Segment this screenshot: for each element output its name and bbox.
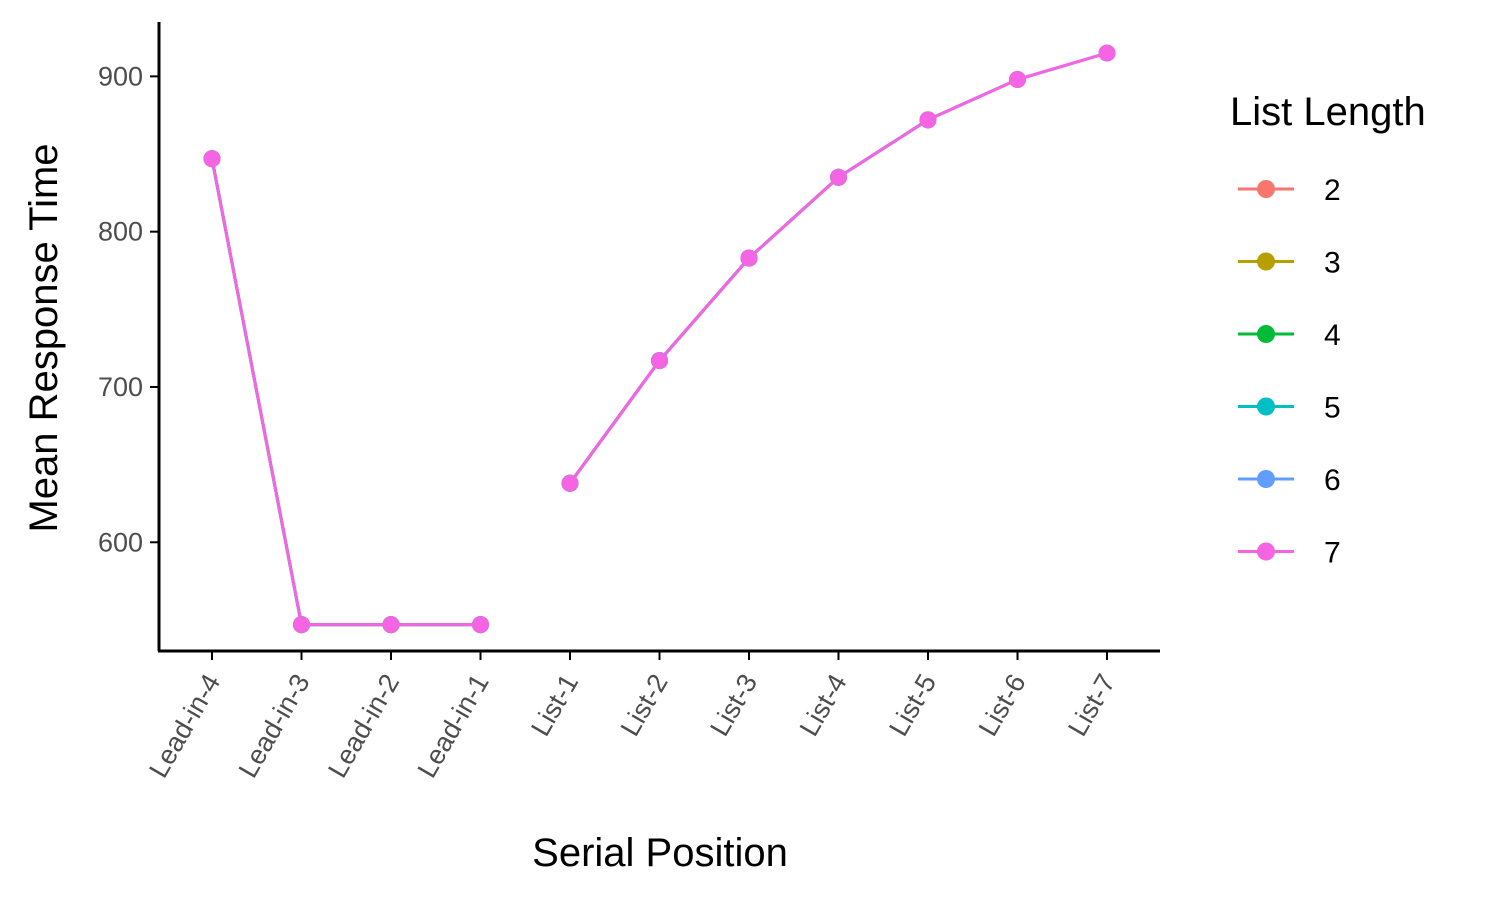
y-tick-label: 600 [98,527,143,557]
data-point-7 [382,616,400,634]
legend-key-4 [1238,325,1294,343]
data-point-7 [740,249,758,267]
x-tick-label: Lead-in-4 [143,669,226,783]
series-line-6 [568,51,1108,485]
y-axis-ticks: 600 700 800 900 [98,61,159,557]
data-point-7 [919,111,937,129]
series-line-3 [568,176,840,485]
x-tick-label: Lead-in-3 [233,669,316,783]
legend-key-6 [1238,470,1294,488]
legend-label: 2 [1324,174,1341,207]
series-line-7 [210,158,481,627]
legend-label: 5 [1324,392,1341,425]
legend-label: 3 [1324,247,1341,280]
data-point-7 [561,474,579,492]
y-axis-title: Mean Response Time [22,143,66,532]
data-point-7 [472,616,489,634]
legend-label: 7 [1324,537,1341,570]
data-point-7 [830,168,847,186]
x-axis-title: Serial Position [532,831,788,875]
x-tick-label: List-5 [883,669,942,741]
y-tick-label: 900 [98,61,143,91]
legend-key-point [1257,252,1275,271]
series-line-5 [210,158,481,627]
legend-key-7 [1238,542,1294,561]
legend-key-point [1257,180,1275,198]
x-tick-label: List-1 [525,669,584,741]
x-tick-label: Lead-in-2 [322,669,405,783]
legend-label: 6 [1324,464,1341,497]
data-point-7 [1098,44,1116,62]
data-point-7 [1009,70,1026,88]
x-tick-label: Lead-in-1 [412,669,495,783]
legend-title: List Length [1230,90,1426,134]
legend-key-point [1257,470,1275,488]
x-tick-label: List-2 [615,669,674,741]
series-line-4 [568,118,929,485]
x-axis-ticks: Lead-in-4 Lead-in-3 Lead-in-2 Lead-in-1 List… [143,651,1121,783]
series-line-5 [568,78,1019,485]
data-point-7 [293,616,310,634]
series-line-6 [210,158,481,627]
series-lines [210,51,1108,627]
x-tick-label: List-6 [973,669,1032,741]
data-point-7 [651,352,668,370]
series-line-7 [568,51,1108,485]
x-tick-label: List-4 [794,669,853,741]
y-tick-label: 800 [98,217,143,247]
series-line-2 [210,158,481,627]
series-line-3 [210,158,481,627]
legend-key-2 [1238,180,1294,198]
series-line-2 [568,257,751,485]
series-points [203,44,1116,634]
x-tick-label: List-7 [1062,669,1121,741]
series-line-4 [210,158,481,627]
legend-key-point [1257,542,1275,561]
legend-key-5 [1238,397,1294,416]
legend-key-3 [1238,252,1294,271]
legend-key-point [1257,397,1275,416]
data-point-7 [203,150,221,168]
x-tick-label: List-3 [704,669,763,741]
legend-label: 4 [1324,319,1341,352]
legend-key-point [1257,325,1275,343]
y-tick-label: 700 [98,372,143,402]
legend: List Length 2 3 4 5 6 7 [1230,90,1426,570]
